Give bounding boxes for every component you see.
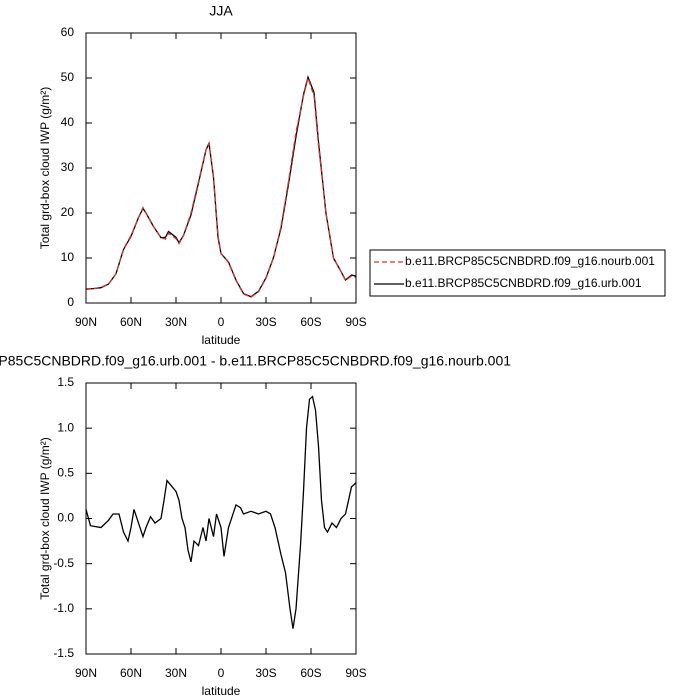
y-tick-label: 0.5 bbox=[57, 466, 74, 480]
y-tick-label: -1.5 bbox=[53, 646, 74, 660]
y-tick-label: 1.5 bbox=[57, 375, 74, 389]
y-tick-label: 50 bbox=[61, 70, 75, 84]
x-axis-label: latitude bbox=[202, 684, 241, 698]
series-line bbox=[85, 75, 357, 298]
y-tick-label: -0.5 bbox=[53, 556, 74, 570]
x-tick-label: 90N bbox=[75, 315, 97, 329]
y-tick-label: 0.0 bbox=[57, 511, 74, 525]
legend-label: b.e11.BRCP85C5CNBDRD.f09_g16.nourb.001 bbox=[405, 254, 655, 268]
plot-frame bbox=[85, 32, 357, 304]
series-line bbox=[85, 74, 357, 298]
chart-title: b.e11.BRCP85C5CNBDRD.f09_g16.urb.001 - b… bbox=[0, 353, 511, 369]
series-line bbox=[85, 395, 357, 629]
x-tick-label: 90S bbox=[345, 315, 366, 329]
y-tick-label: 30 bbox=[61, 160, 75, 174]
y-tick-label: 60 bbox=[61, 25, 75, 39]
legend-box bbox=[369, 249, 666, 297]
x-tick-label: 30N bbox=[165, 315, 187, 329]
y-tick-label: 20 bbox=[61, 205, 75, 219]
legend-label: b.e11.BRCP85C5CNBDRD.f09_g16.urb.001 bbox=[405, 276, 642, 290]
plot-frame bbox=[85, 382, 357, 655]
y-axis-label: Total grd-box cloud IWP (g/m²) bbox=[38, 437, 52, 600]
x-tick-label: 30S bbox=[255, 315, 276, 329]
y-tick-label: 40 bbox=[61, 115, 75, 129]
x-tick-label: 90S bbox=[345, 666, 366, 680]
x-tick-label: 60S bbox=[300, 666, 321, 680]
x-tick-label: 30N bbox=[165, 666, 187, 680]
y-tick-label: 0 bbox=[67, 295, 74, 309]
chart-title: JJA bbox=[209, 3, 233, 19]
x-tick-label: 0 bbox=[218, 315, 225, 329]
x-tick-label: 60S bbox=[300, 315, 321, 329]
y-tick-label: -1.0 bbox=[53, 601, 74, 615]
x-tick-label: 30S bbox=[255, 666, 276, 680]
y-tick-label: 1.0 bbox=[57, 420, 74, 434]
y-axis-label: Total grd-box cloud IWP (g/m²) bbox=[38, 87, 52, 250]
x-tick-label: 0 bbox=[218, 666, 225, 680]
x-tick-label: 90N bbox=[75, 666, 97, 680]
y-tick-label: 10 bbox=[61, 250, 75, 264]
x-tick-label: 60N bbox=[120, 315, 142, 329]
x-axis-label: latitude bbox=[202, 333, 241, 347]
x-tick-label: 60N bbox=[120, 666, 142, 680]
